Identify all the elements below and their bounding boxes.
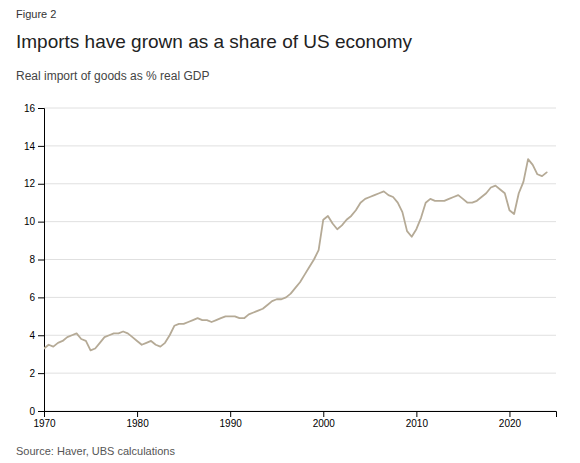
y-tick-label: 6 xyxy=(29,292,35,303)
title: Imports have grown as a share of US econ… xyxy=(16,31,413,52)
grid-line xyxy=(44,373,556,374)
y-tick-label: 10 xyxy=(24,216,36,227)
x-tick: 2000 xyxy=(313,411,336,429)
x-axis-line xyxy=(45,412,557,418)
y-tick-mark xyxy=(38,335,44,336)
grid-line xyxy=(44,108,556,109)
x-tick: 2020 xyxy=(499,411,522,429)
line xyxy=(44,159,547,350)
y-axis: 0 2 4 6 8 10 12 14 16 xyxy=(24,103,45,417)
y-tick-label: 4 xyxy=(29,330,35,341)
y-tick-mark xyxy=(38,373,44,374)
grid-line xyxy=(44,297,556,298)
y-tick-label: 0 xyxy=(29,406,35,417)
subtitle: Real import of goods as % real GDP xyxy=(16,69,209,83)
x-tick-label: 1990 xyxy=(220,418,243,429)
grid-line xyxy=(44,221,556,222)
grid xyxy=(44,108,556,411)
y-tick: 12 xyxy=(24,178,44,189)
y-tick: 14 xyxy=(24,141,44,152)
x-tick: 2010 xyxy=(406,411,429,429)
x-tick-mark xyxy=(416,411,417,417)
x-tick-label: 1980 xyxy=(126,418,149,429)
y-tick: 6 xyxy=(29,292,44,303)
y-tick: 4 xyxy=(29,330,44,341)
grid-line xyxy=(44,335,556,336)
y-tick-mark xyxy=(38,222,44,223)
x-tick-mark xyxy=(230,411,231,417)
source: Source: Haver, UBS calculations xyxy=(16,445,175,457)
x-tick-mark xyxy=(137,411,138,417)
plot: 1970 1980 1990 2000 2010 2020 0 2 4 6 8 10 12 14 16 xyxy=(24,103,557,429)
x-tick-label: 2000 xyxy=(313,418,336,429)
y-tick-mark xyxy=(38,108,44,109)
y-tick: 8 xyxy=(29,254,44,265)
marks xyxy=(44,159,547,350)
x-tick: 1970 xyxy=(33,411,56,429)
y-axis-line xyxy=(38,109,45,412)
y-tick-label: 14 xyxy=(24,141,36,152)
y-tick: 16 xyxy=(24,103,44,114)
x-tick-mark xyxy=(509,411,510,417)
x-tick: 1980 xyxy=(126,411,149,429)
y-tick-label: 2 xyxy=(29,368,35,379)
y-tick-mark xyxy=(38,146,44,147)
grid-line xyxy=(44,145,556,146)
x-tick-label: 2010 xyxy=(406,418,429,429)
x-axis: 1970 1980 1990 2000 2010 2020 xyxy=(33,411,556,429)
x-tick-label: 1970 xyxy=(33,418,56,429)
x-tick-mark xyxy=(323,411,324,417)
y-tick: 10 xyxy=(24,216,44,227)
y-tick-mark xyxy=(38,184,44,185)
y-tick: 2 xyxy=(29,368,44,379)
x-tick-label: 2020 xyxy=(499,418,522,429)
y-tick: 0 xyxy=(29,406,44,417)
y-tick-label: 16 xyxy=(24,103,36,114)
chart: Figure 2 Imports have grown as a share of… xyxy=(0,0,580,463)
y-tick-mark xyxy=(38,260,44,261)
grid-line xyxy=(44,183,556,184)
y-tick-mark xyxy=(38,411,44,412)
y-tick-mark xyxy=(38,297,44,298)
grid-line xyxy=(44,259,556,260)
x-tick: 1990 xyxy=(220,411,243,429)
y-tick-label: 8 xyxy=(29,254,35,265)
y-tick-label: 12 xyxy=(24,178,36,189)
figure-label: Figure 2 xyxy=(16,8,56,20)
